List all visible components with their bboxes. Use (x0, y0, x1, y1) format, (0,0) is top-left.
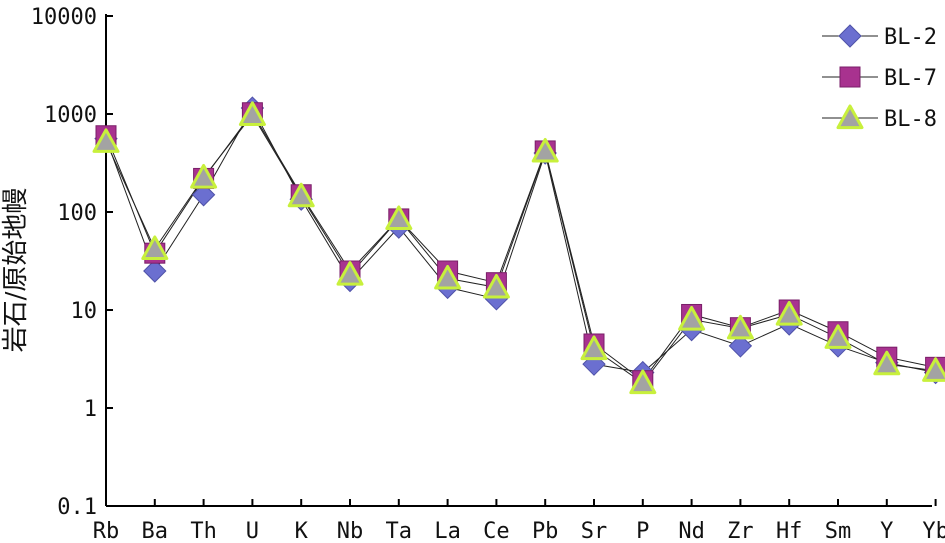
triangle-marker (531, 137, 559, 163)
x-tick-label: P (636, 519, 649, 543)
axes (105, 14, 932, 507)
legend-item-bl-8: BL-8 (822, 104, 937, 132)
x-tick-label: Hf (776, 519, 803, 543)
legend-label: BL-8 (884, 107, 937, 132)
y-tick-label: 0.1 (57, 495, 97, 520)
x-tick-label: Nd (678, 519, 705, 543)
series-points-bl-2 (94, 96, 945, 385)
x-tick-label: Ba (142, 519, 169, 543)
legend: BL-2 BL-7 BL-8 (822, 24, 937, 132)
legend-item-bl-7: BL-7 (822, 66, 937, 91)
series-layer (92, 96, 945, 395)
series-line-bl-8 (105, 113, 936, 384)
x-ticks: Rb Ba Th U K Nb Ta La Ce Pb Sr P Nd Zr Hf Sm Y Yb (93, 499, 945, 543)
y-tick-label: 1 (84, 397, 97, 422)
legend-label: BL-7 (884, 66, 937, 91)
x-tick-label: Ta (386, 519, 413, 543)
x-tick-label: Y (880, 519, 893, 543)
triangle-marker (873, 350, 901, 376)
x-tick-label: Yb (922, 519, 945, 543)
triangle-marker (190, 163, 218, 189)
triangle-marker (336, 261, 364, 286)
triangle-marker (92, 128, 120, 153)
triangle-marker (385, 205, 413, 231)
triangle-marker (836, 104, 864, 130)
triangle-marker (629, 369, 657, 395)
x-tick-label: La (434, 519, 461, 543)
x-tick-label: Ce (483, 519, 510, 543)
diamond-marker (728, 334, 753, 358)
y-tick-label: 100 (57, 201, 97, 226)
y-tick-label: 10000 (31, 5, 97, 30)
triangle-marker (434, 264, 462, 290)
triangle-marker (775, 300, 803, 326)
triangle-marker (678, 305, 706, 331)
triangle-marker (824, 324, 852, 349)
legend-item-bl-2: BL-2 (822, 24, 937, 50)
series-line-bl-7 (105, 111, 936, 382)
diamond-marker (143, 259, 167, 283)
y-tick-label: 1000 (44, 103, 97, 128)
x-tick-label: Th (190, 519, 217, 543)
x-tick-label: Sr (581, 519, 608, 543)
x-tick-label: Pb (532, 519, 559, 543)
series-points-bl-7 (95, 102, 945, 392)
diamond-marker (838, 24, 862, 48)
series-points-bl-8 (92, 101, 945, 395)
series-line-bl-2 (105, 107, 936, 374)
triangle-marker (482, 273, 510, 299)
x-tick-label: Sm (825, 519, 852, 543)
y-tick-label: 10 (71, 299, 98, 324)
triangle-marker (287, 182, 315, 208)
y-axis-label: 岩石/原始地幔 (1, 188, 31, 353)
square-marker (839, 66, 861, 88)
triangle-marker (141, 235, 169, 261)
x-tick-label: K (295, 519, 309, 543)
triangle-marker (580, 335, 608, 361)
diamond-marker (191, 183, 216, 207)
legend-label: BL-2 (884, 25, 937, 50)
triangle-marker (922, 357, 945, 382)
triangle-marker (726, 314, 754, 340)
x-tick-label: Zr (727, 519, 754, 543)
x-tick-label: Nb (337, 519, 364, 543)
y-ticks: 0.1 1 10 100 1000 10000 (31, 5, 113, 520)
x-tick-label: Rb (93, 519, 120, 543)
x-tick-label: U (246, 519, 259, 543)
triangle-marker (238, 101, 266, 126)
